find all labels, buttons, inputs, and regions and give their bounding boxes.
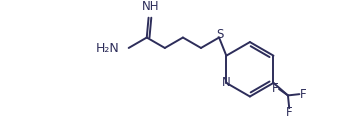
Text: H₂N: H₂N bbox=[96, 42, 120, 55]
Text: F: F bbox=[272, 82, 279, 95]
Text: F: F bbox=[300, 88, 306, 101]
Text: NH: NH bbox=[142, 0, 159, 13]
Text: N: N bbox=[222, 76, 231, 89]
Text: S: S bbox=[216, 28, 224, 41]
Text: F: F bbox=[286, 106, 293, 119]
